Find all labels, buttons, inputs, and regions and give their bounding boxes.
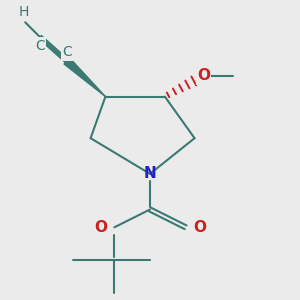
Text: O: O <box>94 220 107 235</box>
Text: C: C <box>35 39 45 53</box>
Text: O: O <box>193 220 206 235</box>
Text: C: C <box>62 46 72 59</box>
Polygon shape <box>64 58 105 97</box>
Text: N: N <box>144 166 156 181</box>
Text: O: O <box>197 68 210 83</box>
Text: H: H <box>19 5 29 20</box>
